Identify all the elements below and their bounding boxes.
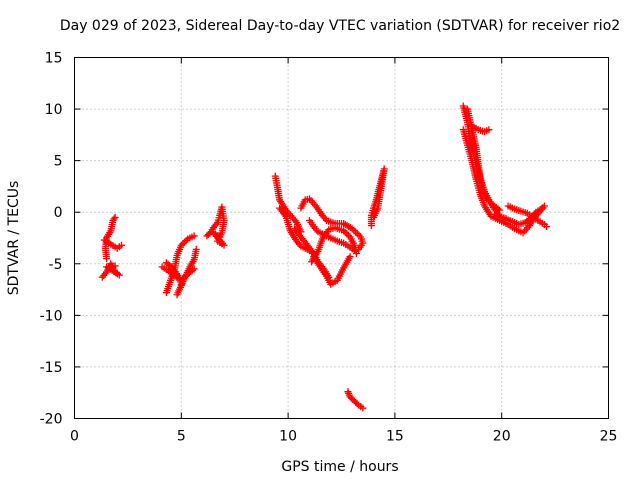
x-tick-label: 15 [386,429,404,445]
data-point [341,228,349,236]
grid [74,57,609,419]
data-point [192,245,200,253]
data-point [111,262,119,270]
x-tick-label: 20 [493,429,511,445]
x-tick-label: 0 [70,429,79,445]
ticks [74,57,609,419]
data-point [353,400,361,408]
data-point [538,204,546,212]
data-point [359,404,367,412]
series-arc-6 [367,165,388,230]
plot-frame [74,57,609,419]
y-tick-label: 5 [54,154,63,170]
series-arc-2d [162,259,185,288]
y-axis-label: SDTVAR / TECUs [6,181,22,296]
series-arc-4e [308,224,360,266]
y-tick-label: -5 [49,257,63,273]
data-point [111,213,119,221]
data-point [340,227,348,235]
data-points [98,102,551,412]
data-point [117,241,125,249]
series-arc-4g [291,225,333,281]
data-point [190,232,198,240]
x-tick-labels: 0 5 10 15 20 25 [70,429,617,445]
data-point [344,231,352,239]
y-tick-labels: -20 -15 -10 -5 0 5 10 15 [40,51,63,428]
series-arc-1b [100,236,125,252]
series-arc-5 [344,388,367,412]
series-arc-4c [297,195,367,253]
y-tick-label: 15 [45,51,63,67]
data-point [308,248,316,256]
data-point [353,230,361,238]
series-arc-4a [271,172,305,236]
y-tick-label: -20 [40,412,63,428]
data-point [485,126,493,134]
series-arc-1c [98,260,123,281]
data-point [346,253,354,261]
y-tick-label: -15 [40,360,63,376]
data-point [177,241,185,249]
y-tick-label: 0 [54,205,63,221]
data-point [352,228,360,236]
data-point [182,237,190,245]
data-point [179,240,187,248]
x-tick-label: 25 [600,429,618,445]
x-tick-label: 10 [279,429,297,445]
y-tick-label: -10 [40,308,63,324]
data-point [181,238,189,246]
data-point [281,211,289,219]
x-tick-label: 5 [177,429,186,445]
chart-title: Day 029 of 2023, Sidereal Day-to-day VTE… [60,18,620,34]
data-point [110,215,118,223]
x-axis-label: GPS time / hours [281,459,398,475]
data-point [526,215,534,223]
series-arc-7f [491,204,546,229]
data-point [543,223,551,231]
data-point [343,230,351,238]
series-arc-3 [203,203,228,249]
series-arc-7d [468,122,493,136]
data-point [216,233,224,241]
data-point [325,273,333,281]
data-point [370,213,378,221]
y-tick-label: 10 [45,102,63,118]
data-point [352,249,360,257]
data-point [177,280,185,288]
